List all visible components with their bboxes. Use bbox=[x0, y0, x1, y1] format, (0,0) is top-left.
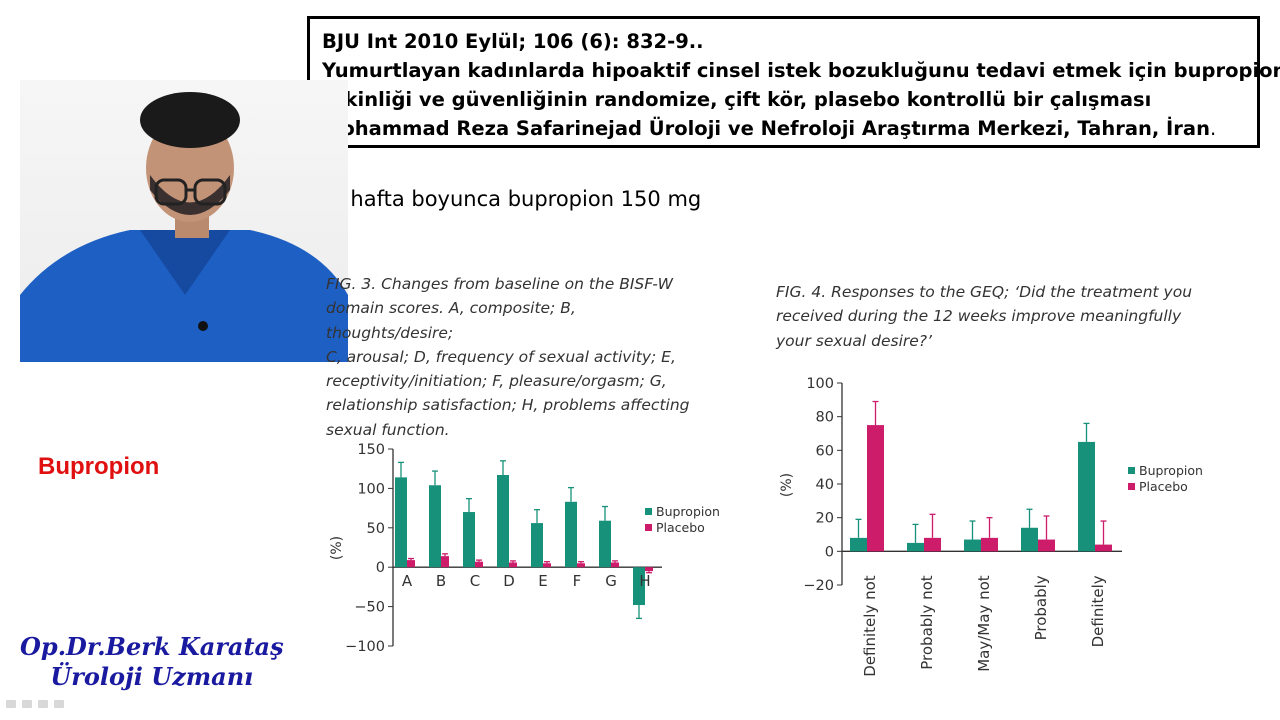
fig4-y-tick-label: 40 bbox=[816, 477, 834, 493]
fig3-bar-bupropion bbox=[565, 501, 577, 568]
fig4-bar-bupropion bbox=[1078, 441, 1095, 552]
fig3-category-label: E bbox=[538, 572, 547, 590]
fig3-y-tick-label: −50 bbox=[354, 600, 385, 616]
presenter-signature: Op.Dr.Berk Karataş Üroloji Uzmanı bbox=[20, 632, 284, 692]
fig3-bar-placebo bbox=[407, 560, 415, 568]
fig4-y-axis-label: (%) bbox=[779, 473, 795, 497]
fig4-category-label: Probably bbox=[1032, 575, 1050, 640]
dosage-subtitle: 12 hafta boyunca bupropion 150 mg bbox=[317, 187, 702, 211]
fig3-y-tick-label: 0 bbox=[376, 560, 385, 576]
fig3-bar-placebo bbox=[611, 562, 619, 568]
fig4-category-label: Probably not bbox=[918, 575, 936, 670]
fig4-y-tick-label: 0 bbox=[825, 544, 834, 560]
fig4-y-tick-label: 20 bbox=[816, 511, 834, 527]
fig4-bar-bupropion bbox=[850, 537, 867, 552]
presenter-figure bbox=[20, 92, 348, 362]
fig3-bar-bupropion bbox=[531, 523, 543, 568]
reference-author-text: Mohammad Reza Safarinejad Üroloji ve Nef… bbox=[322, 117, 1210, 140]
signature-title: Üroloji Uzmanı bbox=[50, 662, 254, 691]
fig3-y-tick-label: −100 bbox=[345, 639, 385, 655]
presenter-webcam bbox=[20, 80, 348, 362]
signature-name: Op.Dr.Berk Karataş bbox=[20, 632, 284, 661]
pen-icon[interactable] bbox=[22, 700, 32, 708]
fig4-y-tick-label: 60 bbox=[816, 443, 834, 459]
zoom-icon[interactable] bbox=[54, 700, 64, 708]
reference-title-line1: Yumurtlayan kadınlarda hipoaktif cinsel … bbox=[322, 59, 1280, 82]
fig4-caption: FIG. 4. Responses to the GEQ; ‘Did the t… bbox=[776, 283, 1193, 350]
fig3-legend-swatch-bupropion bbox=[645, 508, 652, 515]
fig3-legend-swatch-placebo bbox=[645, 524, 652, 531]
fig4-y-tick-label: 80 bbox=[816, 410, 834, 426]
prev-slide-icon[interactable] bbox=[6, 700, 16, 708]
slide-nav-icons[interactable] bbox=[6, 700, 64, 708]
fig3-category-label: H bbox=[639, 572, 650, 590]
fig4-bar-placebo bbox=[1038, 539, 1055, 552]
fig3-bar-bupropion bbox=[497, 475, 509, 568]
fig3-y-tick-label: 50 bbox=[367, 521, 385, 537]
fig3-bar-placebo bbox=[509, 562, 517, 568]
fig3-bar-bupropion bbox=[599, 520, 611, 568]
fig3-bar-placebo bbox=[441, 556, 449, 568]
slides-grid-icon[interactable] bbox=[38, 700, 48, 708]
fig4-bar-placebo bbox=[981, 537, 998, 552]
reference-citation: BJU Int 2010 Eylül; 106 (6): 832-9.. bbox=[322, 30, 704, 53]
fig4-legend-label-bupropion: Bupropion bbox=[1139, 463, 1203, 478]
fig3-bar-placebo bbox=[475, 561, 483, 568]
fig4-legend-label-placebo: Placebo bbox=[1139, 479, 1188, 494]
fig3-caption: FIG. 3. Changes from baseline on the BIS… bbox=[326, 275, 690, 439]
fig4-y-tick-label: 100 bbox=[806, 376, 834, 392]
fig4-bar-placebo bbox=[867, 425, 884, 552]
fig4-category-label: May/May not bbox=[975, 575, 993, 672]
fig3-bar-placebo bbox=[543, 563, 551, 568]
fig3-category-label: B bbox=[436, 572, 446, 590]
fig4-category-label: Definitely not bbox=[861, 575, 879, 677]
fig3-legend-label-placebo: Placebo bbox=[656, 520, 705, 535]
fig3-category-label: F bbox=[573, 572, 582, 590]
fig3-bar-bupropion bbox=[633, 567, 645, 606]
fig3-bar-placebo bbox=[577, 563, 585, 568]
reference-title-line2: etkinliği ve güvenliğinin randomize, çif… bbox=[322, 88, 1152, 111]
fig3-bar-bupropion bbox=[463, 512, 475, 568]
fig3-y-tick-label: 150 bbox=[357, 442, 385, 458]
drug-label: Bupropion bbox=[38, 453, 160, 480]
fig4-bar-bupropion bbox=[907, 542, 924, 552]
fig3-bar-placebo bbox=[645, 567, 653, 572]
reference-box: BJU Int 2010 Eylül; 106 (6): 832-9.. Yum… bbox=[307, 16, 1280, 148]
fig4-legend-swatch-placebo bbox=[1128, 483, 1135, 490]
fig3-bar-bupropion bbox=[429, 485, 441, 568]
fig3-category-label: C bbox=[470, 572, 480, 590]
reference-author: Mohammad Reza Safarinejad Üroloji ve Nef… bbox=[322, 114, 1245, 143]
fig3-bar-bupropion bbox=[395, 477, 407, 568]
fig4-bar-placebo bbox=[924, 537, 941, 552]
reference-trailing-period: . bbox=[1209, 117, 1217, 140]
fig4-category-label: Definitely bbox=[1089, 575, 1107, 647]
fig3-category-label: A bbox=[402, 572, 413, 590]
fig4-legend-swatch-bupropion bbox=[1128, 467, 1135, 474]
fig4-bar-bupropion bbox=[964, 539, 981, 552]
fig3-y-axis-label: (%) bbox=[329, 536, 345, 560]
fig4-y-tick-label: −20 bbox=[803, 578, 834, 594]
fig3-category-label: D bbox=[503, 572, 515, 590]
fig3-category-label: G bbox=[605, 572, 617, 590]
fig4-bar-placebo bbox=[1095, 544, 1112, 552]
fig4-bar-bupropion bbox=[1021, 527, 1038, 552]
fig3-legend-label-bupropion: Bupropion bbox=[656, 504, 720, 519]
fig3-y-tick-label: 100 bbox=[357, 481, 385, 497]
